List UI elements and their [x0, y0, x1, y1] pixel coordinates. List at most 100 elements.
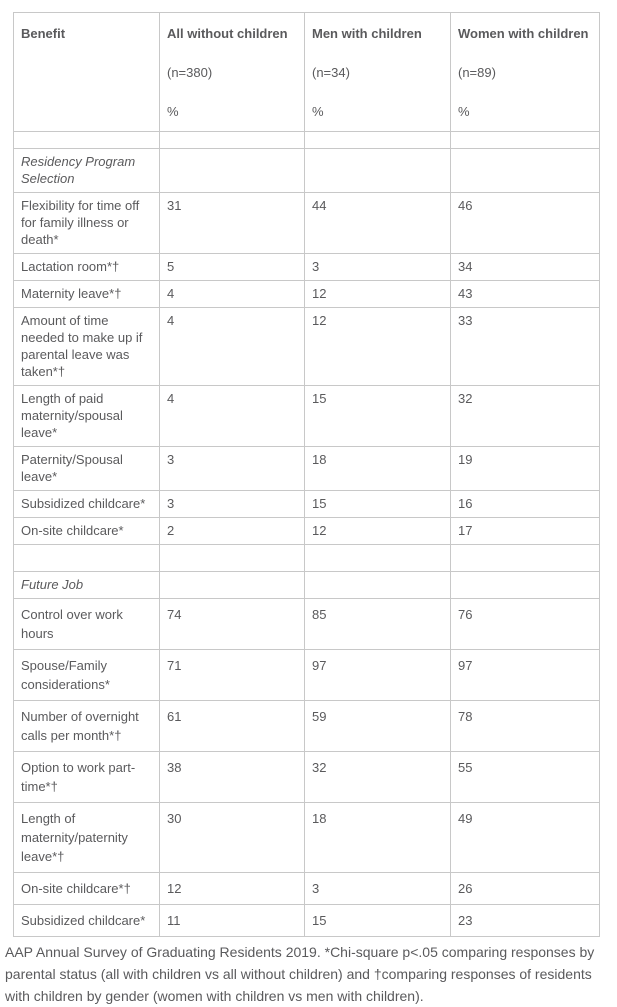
table-row: Length of maternity/paternity leave*† 30 1…: [13, 802, 600, 873]
value-cell: 97: [450, 649, 600, 701]
table-row: Control over work hours 74 85 76: [13, 598, 600, 650]
benefit-label: Number of overnight calls per month*†: [13, 700, 160, 752]
column-header-women-with-children: Women with children (n=89) %: [450, 12, 600, 132]
value-cell: 15: [304, 904, 451, 937]
value-cell: [304, 131, 451, 149]
value-cell: 32: [450, 385, 600, 447]
column-header-men-with-children: Men with children (n=34) %: [304, 12, 451, 132]
benefit-label: On-site childcare*†: [13, 872, 160, 905]
benefit-label: Option to work part-time*†: [13, 751, 160, 803]
value-cell: [304, 544, 451, 572]
table-row: Flexibility for time off for family illn…: [13, 192, 600, 254]
table-row: Subsidized childcare* 3 15 16: [13, 490, 600, 518]
section-label: Residency Program Selection: [13, 148, 160, 193]
benefit-header-label: Benefit: [21, 26, 66, 41]
table-row: On-site childcare*† 12 3 26: [13, 872, 600, 905]
value-cell: [450, 148, 600, 193]
value-cell: 16: [450, 490, 600, 518]
value-cell: 12: [304, 280, 451, 308]
value-cell: 49: [450, 802, 600, 873]
value-cell: [159, 544, 305, 572]
table-row: Option to work part-time*† 38 32 55: [13, 751, 600, 803]
benefit-label: Maternity leave*†: [13, 280, 160, 308]
value-cell: 19: [450, 446, 600, 491]
benefits-table: Benefit All without children (n=380) % M…: [13, 12, 600, 937]
table-row: Spouse/Family considerations* 71 97 97: [13, 649, 600, 701]
value-cell: 26: [450, 872, 600, 905]
header-row: Benefit All without children (n=380) % M…: [13, 12, 600, 132]
value-cell: 43: [450, 280, 600, 308]
value-cell: 46: [450, 192, 600, 254]
section-row: Residency Program Selection: [13, 148, 600, 193]
benefit-label: Length of paid maternity/spousal leave*: [13, 385, 160, 447]
value-cell: 3: [304, 872, 451, 905]
column-unit: %: [312, 104, 324, 119]
value-cell: 11: [159, 904, 305, 937]
value-cell: 3: [159, 446, 305, 491]
value-cell: 55: [450, 751, 600, 803]
benefit-label: [13, 544, 160, 572]
value-cell: 34: [450, 253, 600, 281]
value-cell: [450, 571, 600, 599]
table-row: Number of overnight calls per month*† 61 5…: [13, 700, 600, 752]
table-row: Lactation room*† 5 3 34: [13, 253, 600, 281]
table-row: On-site childcare* 2 12 17: [13, 517, 600, 545]
table-row: Maternity leave*† 4 12 43: [13, 280, 600, 308]
value-cell: 18: [304, 446, 451, 491]
page: Benefit All without children (n=380) % M…: [0, 12, 617, 1007]
benefit-label: Spouse/Family considerations*: [13, 649, 160, 701]
value-cell: 15: [304, 490, 451, 518]
column-header-benefit: Benefit: [13, 12, 160, 132]
value-cell: 32: [304, 751, 451, 803]
benefit-label: Length of maternity/paternity leave*†: [13, 802, 160, 873]
value-cell: 12: [159, 872, 305, 905]
value-cell: 33: [450, 307, 600, 386]
value-cell: 3: [159, 490, 305, 518]
spacer-row: [13, 544, 600, 572]
benefit-label: On-site childcare*: [13, 517, 160, 545]
value-cell: [304, 571, 451, 599]
benefit-label: [13, 131, 160, 149]
value-cell: [450, 544, 600, 572]
value-cell: 2: [159, 517, 305, 545]
value-cell: 31: [159, 192, 305, 254]
value-cell: 76: [450, 598, 600, 650]
value-cell: 5: [159, 253, 305, 281]
value-cell: 4: [159, 307, 305, 386]
benefit-label: Amount of time needed to make up if pare…: [13, 307, 160, 386]
value-cell: 38: [159, 751, 305, 803]
column-header-all-without-children: All without children (n=380) %: [159, 12, 305, 132]
spacer-row: [13, 131, 600, 149]
value-cell: 4: [159, 385, 305, 447]
column-sample-size: (n=34): [312, 65, 350, 80]
value-cell: [304, 148, 451, 193]
column-label: Women with children: [458, 26, 589, 41]
section-label: Future Job: [13, 571, 160, 599]
value-cell: 18: [304, 802, 451, 873]
value-cell: 30: [159, 802, 305, 873]
value-cell: [159, 571, 305, 599]
benefit-label: Control over work hours: [13, 598, 160, 650]
table-body: Residency Program Selection Flexibility f…: [13, 131, 600, 937]
value-cell: 15: [304, 385, 451, 447]
value-cell: 12: [304, 517, 451, 545]
benefit-label: Subsidized childcare*: [13, 904, 160, 937]
value-cell: [159, 148, 305, 193]
benefit-label: Flexibility for time off for family illn…: [13, 192, 160, 254]
table-row: Subsidized childcare* 11 15 23: [13, 904, 600, 937]
value-cell: 44: [304, 192, 451, 254]
column-label: Men with children: [312, 26, 422, 41]
value-cell: 12: [304, 307, 451, 386]
column-label: All without children: [167, 26, 288, 41]
benefit-label: Subsidized childcare*: [13, 490, 160, 518]
value-cell: 78: [450, 700, 600, 752]
value-cell: [159, 131, 305, 149]
value-cell: [450, 131, 600, 149]
value-cell: 61: [159, 700, 305, 752]
value-cell: 4: [159, 280, 305, 308]
value-cell: 71: [159, 649, 305, 701]
table-row: Paternity/Spousal leave* 3 18 19: [13, 446, 600, 491]
value-cell: 85: [304, 598, 451, 650]
value-cell: 59: [304, 700, 451, 752]
value-cell: 74: [159, 598, 305, 650]
